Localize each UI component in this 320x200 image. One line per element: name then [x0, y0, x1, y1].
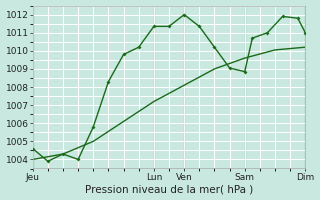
X-axis label: Pression niveau de la mer( hPa ): Pression niveau de la mer( hPa )	[85, 184, 253, 194]
